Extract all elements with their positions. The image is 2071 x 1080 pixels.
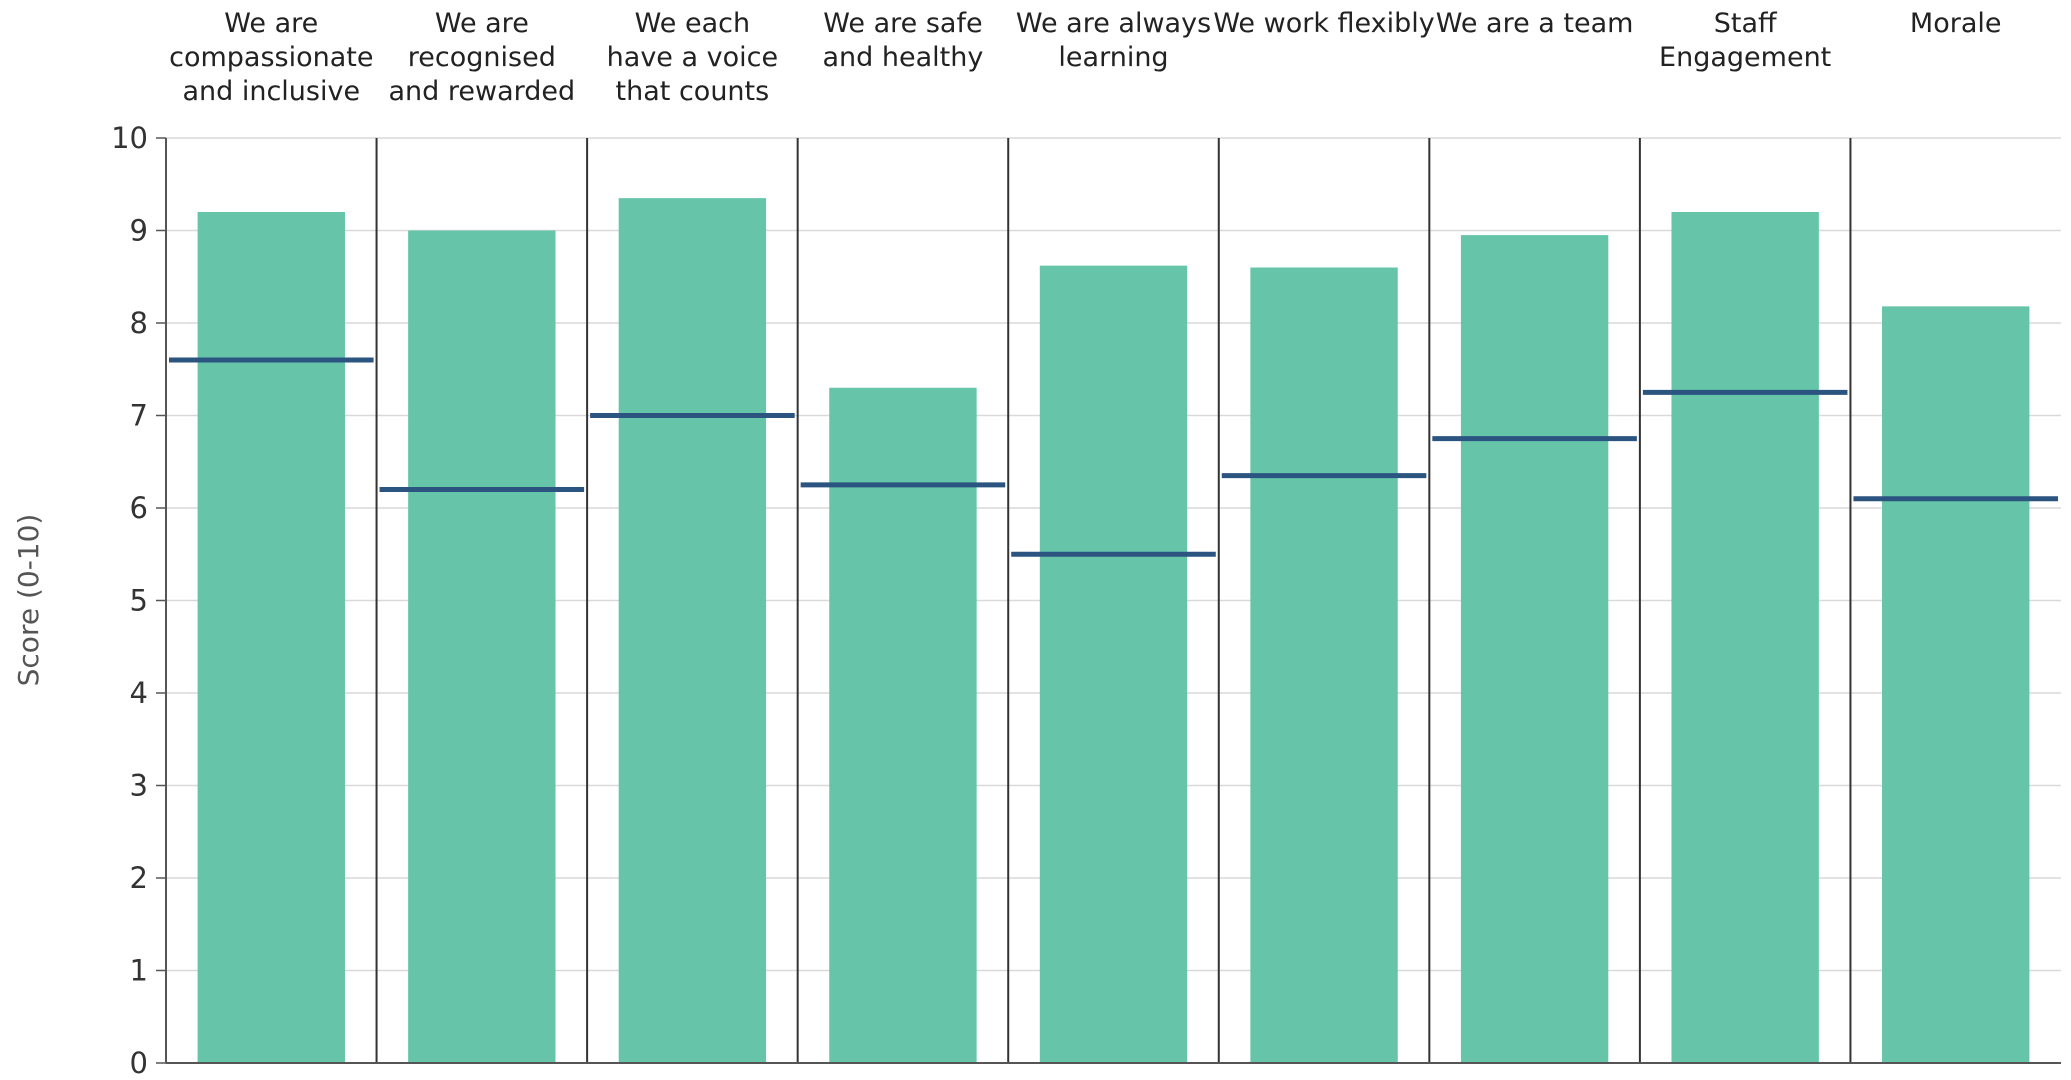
y-tick-label: 6 (130, 491, 148, 525)
category-label-line: We are safe (823, 8, 982, 39)
y-tick-label: 4 (130, 676, 148, 710)
category-label-line: that counts (616, 76, 770, 107)
category-label-line: We are a team (1436, 8, 1634, 39)
bar (408, 230, 556, 1063)
y-tick-labels: 0 1 2 3 4 5 6 7 8 9 10 (111, 121, 148, 1080)
bar (829, 387, 977, 1063)
bar (1882, 306, 2030, 1064)
bar (1460, 235, 1609, 1063)
category-label-line: and healthy (823, 42, 984, 73)
y-tick-label: 5 (130, 584, 148, 618)
category-label-line: Engagement (1659, 42, 1831, 73)
category-label-line: Staff (1714, 8, 1778, 39)
category-label-line: have a voice (607, 42, 778, 73)
bar (1250, 267, 1398, 1063)
category-label-line: We are always (1016, 8, 1211, 39)
category-label: We work flexibly (1213, 8, 1434, 39)
category-label: We are recognised and rewarded (389, 8, 576, 107)
benchmark-markers (169, 357, 2058, 557)
y-tick-label: 8 (130, 306, 148, 340)
category-label-line: Morale (1910, 8, 2002, 39)
y-tick-label: 2 (130, 861, 148, 895)
category-label: We each have a voice that counts (607, 8, 778, 107)
y-tick-label: 9 (130, 214, 148, 248)
bar (197, 212, 345, 1063)
category-label-line: compassionate (169, 42, 373, 73)
category-label: Morale (1910, 8, 2002, 39)
category-label-line: and inclusive (182, 76, 360, 107)
category-label-line: and rewarded (389, 76, 576, 107)
bar (1671, 212, 1819, 1063)
category-label: Staff Engagement (1659, 8, 1831, 73)
category-label-line: We each (635, 8, 750, 39)
bar (1039, 265, 1188, 1063)
category-separators (375, 138, 1852, 1063)
y-axis-title: Score (0-10) (12, 514, 45, 687)
category-label-line: We are (224, 8, 318, 39)
bar (618, 198, 767, 1063)
category-label-line: We work flexibly (1213, 8, 1434, 39)
category-label-line: recognised (408, 42, 556, 73)
y-tick-label: 3 (130, 769, 148, 803)
category-label: We are safe and healthy (823, 8, 984, 73)
y-tick-label: 7 (130, 399, 148, 433)
bars (197, 198, 2030, 1064)
category-label-line: learning (1058, 42, 1168, 73)
category-label-line: We are (435, 8, 529, 39)
y-tick-label: 1 (130, 954, 148, 988)
y-tick-label: 10 (111, 121, 148, 155)
category-label: We are always learning (1016, 8, 1211, 73)
category-label: We are compassionate and inclusive (169, 8, 373, 107)
category-label: We are a team (1436, 8, 1634, 39)
y-tick-label: 0 (130, 1046, 148, 1080)
axes (156, 137, 2061, 1064)
